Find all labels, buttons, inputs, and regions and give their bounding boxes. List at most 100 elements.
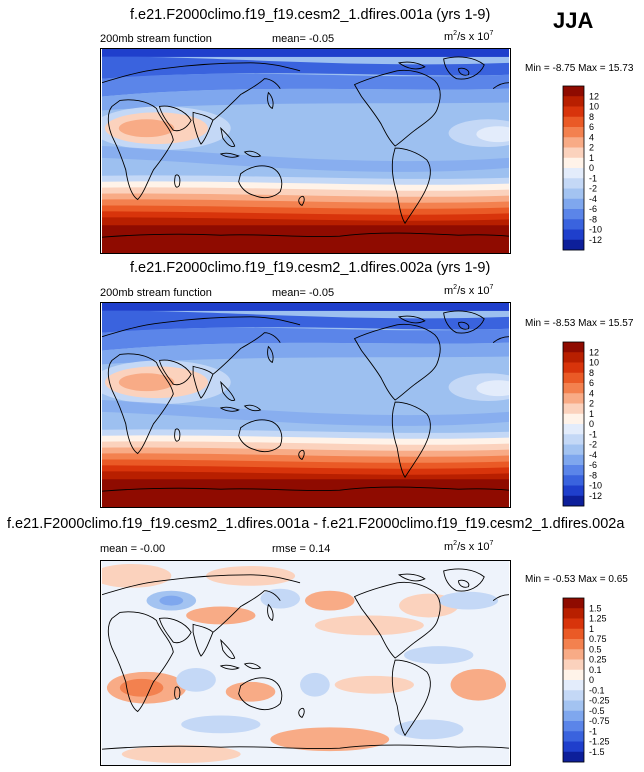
colorbar-tick-label: -6 (589, 204, 597, 214)
coastline (219, 152, 240, 158)
colorbar-tick-label: -1 (589, 173, 597, 183)
coastline (219, 406, 240, 412)
coastline (391, 401, 431, 479)
colorbar-tick-label: 2 (589, 399, 594, 409)
colorbar-swatch (563, 618, 584, 630)
panel1-high (476, 126, 510, 143)
colorbar-swatch (563, 680, 584, 691)
coastline (212, 590, 281, 633)
panel3-anomaly (121, 745, 241, 764)
colorbar-tick-label: 1.5 (589, 603, 602, 613)
panel2-mean-label: mean= -0.05 (272, 287, 335, 299)
colorbar-tick-label: 10 (589, 358, 599, 368)
colorbar-tick-label: 2 (589, 143, 594, 153)
colorbar-swatch (563, 229, 584, 241)
colorbar-tick-label: 0.1 (589, 665, 602, 675)
panel2-minmax: Min = -8.53 Max = 15.57 (525, 318, 634, 329)
colorbar-tick-label: -0.5 (589, 706, 605, 716)
colorbar-swatch (563, 178, 584, 189)
panel3-anomaly (450, 668, 507, 701)
panel1-coastlines (101, 56, 510, 238)
colorbar-swatch (563, 96, 584, 107)
colorbar-outline (562, 85, 585, 251)
coastline (267, 603, 274, 622)
coastline (192, 623, 214, 657)
panel2-high (476, 380, 510, 397)
panel1-map (100, 48, 511, 254)
colorbar-tick-label: -10 (589, 225, 602, 235)
panel3-anomaly (159, 595, 184, 606)
colorbar-swatch (563, 598, 584, 609)
colorbar-swatch (563, 413, 584, 425)
panel3-anomaly (438, 591, 499, 610)
colorbar-swatch (563, 393, 584, 404)
colorbar-swatch (563, 127, 584, 138)
panel1-variable-label: 200mb stream function (100, 33, 212, 45)
coastline (212, 78, 281, 121)
panel3-units: m2/s x 107 (444, 540, 494, 553)
panel3-minmax: Min = -0.53 Max = 0.65 (525, 574, 628, 585)
colorbar-tick-label: -12 (589, 235, 602, 245)
panel1-mean-label: mean= -0.05 (272, 33, 335, 45)
coastline (101, 316, 301, 338)
coastline (391, 659, 431, 737)
colorbar-swatch (563, 383, 584, 394)
colorbar-tick-label: 1 (589, 409, 594, 419)
panel3-colorbar: 1.51.2510.750.50.250.10-0.1-0.25-0.5-0.7… (562, 597, 610, 763)
panel3-anomaly (314, 615, 424, 636)
coastline (158, 617, 192, 644)
coastline (174, 428, 181, 442)
coastline (107, 611, 174, 713)
colorbar-swatch (563, 168, 584, 179)
panel3-map (100, 560, 511, 766)
coastline (458, 67, 470, 76)
coastline (220, 380, 236, 401)
coastline (238, 677, 283, 711)
panel2-variable-label: 200mb stream function (100, 287, 212, 299)
colorbar-swatch (563, 710, 584, 722)
coastline (158, 105, 192, 132)
coastline (220, 638, 236, 659)
coastline (492, 594, 510, 601)
panel2-band (101, 310, 510, 333)
colorbar-tick-label: -8 (589, 214, 597, 224)
colorbar-swatch (563, 628, 584, 640)
panel3-anomaly (300, 672, 330, 697)
panel3-title: f.e21.F2000climo.f19_f19.cesm2_1.dfires.… (7, 516, 625, 532)
panel3-anomaly (225, 681, 276, 702)
panel1-band (101, 49, 510, 57)
colorbar-tick-label: 6 (589, 122, 594, 132)
panel2-map (100, 302, 511, 508)
panel3-anomaly (205, 565, 296, 586)
panel1-high (118, 119, 175, 138)
coastline (353, 581, 441, 659)
colorbar-tick-label: -1.5 (589, 747, 605, 757)
colorbar-tick-label: 12 (589, 347, 599, 357)
colorbar-tick-label: -4 (589, 450, 597, 460)
coastline (298, 707, 305, 719)
colorbar-outline (562, 597, 585, 763)
panel3-anomaly (404, 646, 474, 664)
colorbar-tick-label: 8 (589, 368, 594, 378)
coastline (267, 91, 274, 110)
colorbar-swatch (563, 188, 584, 200)
panel1-band (101, 73, 510, 97)
coastline (443, 56, 485, 80)
panel3-anomaly (176, 667, 216, 692)
panel1-band (101, 146, 510, 172)
colorbar-swatch (563, 731, 584, 742)
colorbar-swatch (563, 454, 584, 466)
colorbar-tick-label: -8 (589, 470, 597, 480)
colorbar-tick-label: 0 (589, 419, 594, 429)
colorbar-swatch (563, 669, 584, 681)
coastline (101, 486, 510, 492)
coastline (298, 449, 305, 461)
colorbar-tick-label: -0.25 (589, 696, 610, 706)
colorbar-swatch (563, 352, 584, 363)
panel3-anomaly (394, 719, 464, 740)
panel3-anomaly (334, 675, 414, 694)
colorbar-tick-label: 4 (589, 388, 594, 398)
colorbar-tick-label: 12 (589, 91, 599, 101)
colorbar-swatch (563, 86, 584, 97)
